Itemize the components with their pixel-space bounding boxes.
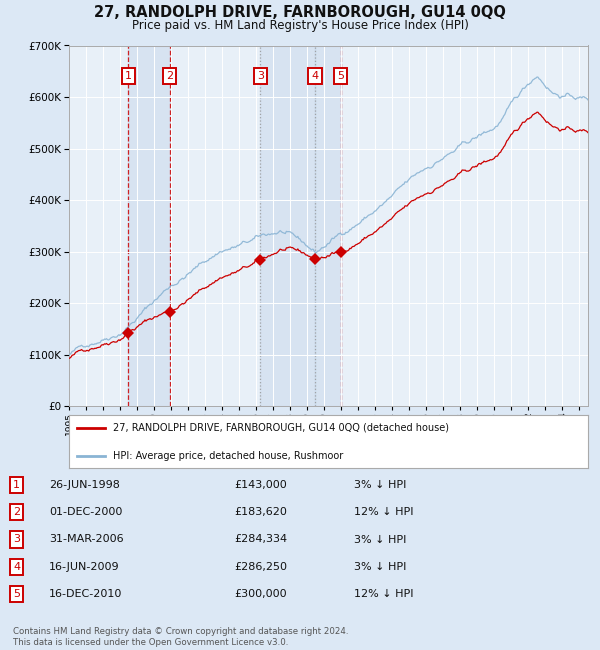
Text: 12% ↓ HPI: 12% ↓ HPI bbox=[354, 507, 413, 517]
Text: 3% ↓ HPI: 3% ↓ HPI bbox=[354, 480, 406, 490]
Text: 01-DEC-2000: 01-DEC-2000 bbox=[49, 507, 122, 517]
Text: 3% ↓ HPI: 3% ↓ HPI bbox=[354, 562, 406, 572]
Text: 27, RANDOLPH DRIVE, FARNBOROUGH, GU14 0QQ: 27, RANDOLPH DRIVE, FARNBOROUGH, GU14 0Q… bbox=[94, 5, 506, 20]
Text: 3: 3 bbox=[13, 534, 20, 545]
Text: £183,620: £183,620 bbox=[234, 507, 287, 517]
Text: £286,250: £286,250 bbox=[234, 562, 287, 572]
Text: HPI: Average price, detached house, Rushmoor: HPI: Average price, detached house, Rush… bbox=[113, 450, 343, 461]
Text: 16-JUN-2009: 16-JUN-2009 bbox=[49, 562, 120, 572]
Bar bbox=[260, 46, 315, 406]
Text: 5: 5 bbox=[13, 589, 20, 599]
Text: 31-MAR-2006: 31-MAR-2006 bbox=[49, 534, 124, 545]
Text: 2: 2 bbox=[166, 71, 173, 81]
Text: 5: 5 bbox=[337, 71, 344, 81]
Text: 1: 1 bbox=[125, 71, 132, 81]
Text: 3: 3 bbox=[257, 71, 264, 81]
Text: 3% ↓ HPI: 3% ↓ HPI bbox=[354, 534, 406, 545]
Text: 12% ↓ HPI: 12% ↓ HPI bbox=[354, 589, 413, 599]
Text: £143,000: £143,000 bbox=[234, 480, 287, 490]
Text: 27, RANDOLPH DRIVE, FARNBOROUGH, GU14 0QQ (detached house): 27, RANDOLPH DRIVE, FARNBOROUGH, GU14 0Q… bbox=[113, 422, 449, 432]
Text: 4: 4 bbox=[311, 71, 319, 81]
Text: Price paid vs. HM Land Registry's House Price Index (HPI): Price paid vs. HM Land Registry's House … bbox=[131, 19, 469, 32]
Text: 26-JUN-1998: 26-JUN-1998 bbox=[49, 480, 120, 490]
Bar bbox=[315, 46, 341, 406]
Text: 1: 1 bbox=[13, 480, 20, 490]
Text: Contains HM Land Registry data © Crown copyright and database right 2024.
This d: Contains HM Land Registry data © Crown c… bbox=[13, 627, 349, 647]
Text: 4: 4 bbox=[13, 562, 20, 572]
Bar bbox=[128, 46, 170, 406]
Text: £284,334: £284,334 bbox=[234, 534, 287, 545]
Text: 16-DEC-2010: 16-DEC-2010 bbox=[49, 589, 122, 599]
Text: £300,000: £300,000 bbox=[234, 589, 287, 599]
Text: 2: 2 bbox=[13, 507, 20, 517]
